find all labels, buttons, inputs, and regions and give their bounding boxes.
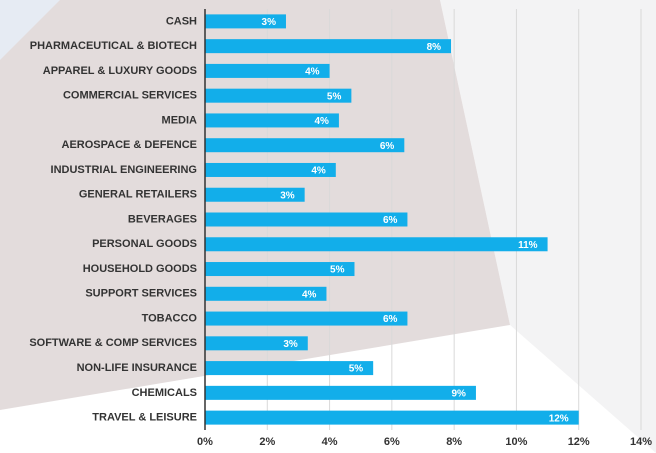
background-shape	[440, 0, 656, 453]
y-tick-label: APPAREL & LUXURY GOODS	[43, 65, 197, 77]
y-tick-label: CHEMICALS	[132, 387, 197, 399]
bar	[205, 361, 374, 376]
bar	[205, 162, 336, 177]
y-tick-label: BEVERAGES	[128, 213, 197, 225]
value-label: 3%	[280, 190, 295, 201]
background-shape	[0, 0, 510, 410]
value-label: 6%	[383, 215, 398, 226]
value-label: 3%	[283, 339, 298, 350]
y-tick-label: PHARMACEUTICAL & BIOTECH	[30, 40, 197, 52]
value-label: 4%	[302, 289, 317, 300]
value-label: 6%	[383, 314, 398, 325]
x-tick-label: 6%	[384, 436, 400, 448]
value-label: 5%	[349, 364, 364, 375]
y-tick-label: MEDIA	[162, 114, 198, 126]
value-label: 3%	[262, 17, 277, 28]
bar	[205, 237, 548, 252]
x-tick-label: 10%	[505, 436, 527, 448]
bar	[205, 113, 339, 128]
value-label: 4%	[314, 116, 329, 127]
y-tick-label: GENERAL RETAILERS	[79, 189, 197, 201]
bar	[205, 39, 452, 54]
value-label: 11%	[518, 240, 538, 251]
value-label: 4%	[311, 166, 326, 177]
bar	[205, 286, 327, 301]
bar	[205, 410, 579, 425]
value-label: 5%	[327, 91, 342, 102]
value-label: 4%	[305, 67, 320, 78]
value-label: 12%	[549, 413, 569, 424]
value-label: 9%	[451, 388, 466, 399]
y-tick-label: PERSONAL GOODS	[92, 238, 197, 250]
y-tick-label: TOBACCO	[142, 312, 198, 324]
x-tick-label: 12%	[568, 436, 590, 448]
x-tick-label: 2%	[259, 436, 275, 448]
y-tick-label: CASH	[166, 15, 197, 27]
value-label: 6%	[380, 141, 395, 152]
bar	[205, 212, 408, 227]
bar	[205, 262, 355, 277]
bar	[205, 187, 305, 202]
y-tick-label: COMMERCIAL SERVICES	[63, 90, 197, 102]
bar	[205, 88, 352, 103]
bar	[205, 14, 286, 29]
y-tick-label: INDUSTRIAL ENGINEERING	[51, 164, 197, 176]
x-tick-label: 4%	[322, 436, 338, 448]
bar	[205, 336, 308, 351]
x-tick-label: 8%	[446, 436, 462, 448]
bar	[205, 63, 330, 78]
value-label: 8%	[427, 42, 442, 53]
bar	[205, 311, 408, 326]
x-tick-label: 0%	[197, 436, 213, 448]
y-tick-label: SOFTWARE & COMP SERVICES	[29, 337, 197, 349]
y-tick-label: NON-LIFE INSURANCE	[77, 362, 197, 374]
bar	[205, 385, 476, 400]
x-tick-label: 14%	[630, 436, 652, 448]
y-tick-label: TRAVEL & LEISURE	[92, 412, 197, 424]
y-tick-label: SUPPORT SERVICES	[85, 288, 197, 300]
y-tick-label: HOUSEHOLD GOODS	[83, 263, 197, 275]
y-tick-label: AEROSPACE & DEFENCE	[62, 139, 197, 151]
bar	[205, 138, 405, 153]
value-label: 5%	[330, 265, 345, 276]
